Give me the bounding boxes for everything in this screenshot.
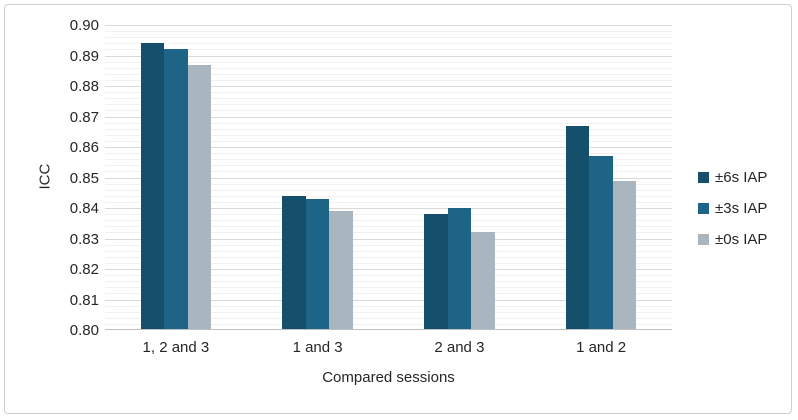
- gridline-minor: [105, 140, 672, 142]
- legend-item: ±3s IAP: [698, 193, 767, 224]
- gridline-minor: [105, 311, 672, 313]
- gridline-minor: [105, 104, 672, 106]
- gridline-minor: [105, 189, 672, 191]
- gridline-minor: [105, 110, 672, 112]
- gridline-minor: [105, 49, 672, 51]
- gridline-major: [105, 55, 672, 57]
- gridline-major: [105, 269, 672, 270]
- x-category-label: 1, 2 and 3: [142, 339, 210, 356]
- gridline-minor: [105, 195, 672, 197]
- gridline-major: [105, 86, 672, 87]
- bar-±3s-IAP-cat1: [305, 198, 330, 329]
- gridline-minor: [105, 43, 672, 45]
- legend-swatch-icon: [698, 234, 709, 245]
- legend-label: ±3s IAP: [715, 200, 768, 217]
- gridline-minor: [105, 220, 672, 222]
- gridline-minor: [105, 165, 672, 167]
- x-axis-line: [105, 329, 672, 330]
- y-tick-label: 0.85: [69, 169, 99, 187]
- bar-±3s-IAP-cat0: [164, 49, 188, 329]
- gridline-minor: [105, 92, 672, 94]
- legend-item: ±0s IAP: [698, 224, 767, 255]
- bar-±3s-IAP-cat3: [589, 156, 613, 329]
- y-tick-label: 0.87: [69, 108, 99, 126]
- gridline-minor: [105, 98, 672, 100]
- y-tick-label: 0.81: [69, 291, 99, 309]
- gridline-major: [105, 299, 672, 301]
- gridline-minor: [105, 317, 672, 319]
- gridline-minor: [105, 73, 672, 75]
- gridline-minor: [105, 67, 672, 69]
- bar-±6s-IAP-cat0: [140, 43, 165, 329]
- y-tick-label: 0.90: [69, 17, 99, 34]
- x-axis-title: Compared sessions: [322, 369, 455, 386]
- gridline-major: [105, 116, 672, 118]
- gridline-major: [105, 147, 672, 148]
- y-tick-label: 0.86: [69, 139, 99, 156]
- bar-±0s-IAP-cat2: [471, 232, 495, 329]
- x-category-label: 1 and 2: [576, 339, 627, 356]
- gridline-minor: [105, 250, 672, 252]
- gridline-minor: [105, 232, 672, 234]
- gridline-minor: [105, 275, 672, 277]
- legend-swatch-icon: [698, 172, 709, 183]
- gridline-major: [105, 208, 672, 209]
- gridline-minor: [105, 153, 672, 155]
- legend-swatch-icon: [698, 203, 709, 214]
- gridline-minor: [105, 201, 672, 203]
- gridline-minor: [105, 226, 672, 228]
- bar-±0s-IAP-cat3: [612, 180, 637, 329]
- gridline-minor: [105, 79, 672, 81]
- gridline-major: [105, 177, 672, 179]
- gridline-minor: [105, 134, 672, 136]
- gridline-minor: [105, 183, 672, 185]
- legend-item: ±6s IAP: [698, 162, 767, 193]
- bar-±0s-IAP-cat1: [329, 211, 353, 329]
- gridline-minor: [105, 159, 672, 161]
- legend: ±6s IAP ±3s IAP ±0s IAP: [698, 162, 767, 255]
- gridline-major: [105, 238, 672, 240]
- gridline-minor: [105, 323, 672, 325]
- gridline-minor: [105, 287, 672, 289]
- y-tick-label: 0.82: [69, 261, 99, 278]
- x-category-label: 2 and 3: [434, 339, 485, 356]
- y-tick-label: 0.89: [69, 47, 99, 65]
- bar-±3s-IAP-cat2: [447, 208, 472, 329]
- gridline-minor: [105, 61, 672, 63]
- y-tick-label: 0.88: [69, 78, 99, 95]
- x-category-label: 1 and 3: [292, 339, 343, 356]
- gridline-minor: [105, 281, 672, 283]
- gridline-minor: [105, 31, 672, 33]
- bar-±6s-IAP-cat2: [424, 214, 448, 329]
- gridline-minor: [105, 293, 672, 295]
- y-tick-label: 0.80: [69, 322, 99, 339]
- gridline-minor: [105, 305, 672, 307]
- y-axis-title: ICC: [36, 163, 54, 190]
- gridline-minor: [105, 171, 672, 173]
- gridline-minor: [105, 214, 672, 216]
- legend-label: ±0s IAP: [715, 231, 768, 248]
- legend-label: ±6s IAP: [715, 169, 768, 186]
- gridline-minor: [105, 37, 672, 39]
- gridline-minor: [105, 128, 672, 130]
- gridline-major: [105, 25, 672, 26]
- y-tick-label: 0.83: [69, 230, 99, 248]
- gridline-minor: [105, 122, 672, 124]
- gridline-minor: [105, 244, 672, 246]
- plot-area: [105, 25, 672, 330]
- gridline-minor: [105, 256, 672, 258]
- gridline-minor: [105, 262, 672, 264]
- bar-±6s-IAP-cat1: [282, 195, 306, 329]
- bar-±6s-IAP-cat3: [565, 125, 590, 329]
- bar-±0s-IAP-cat0: [187, 64, 212, 329]
- y-tick-label: 0.84: [69, 200, 99, 217]
